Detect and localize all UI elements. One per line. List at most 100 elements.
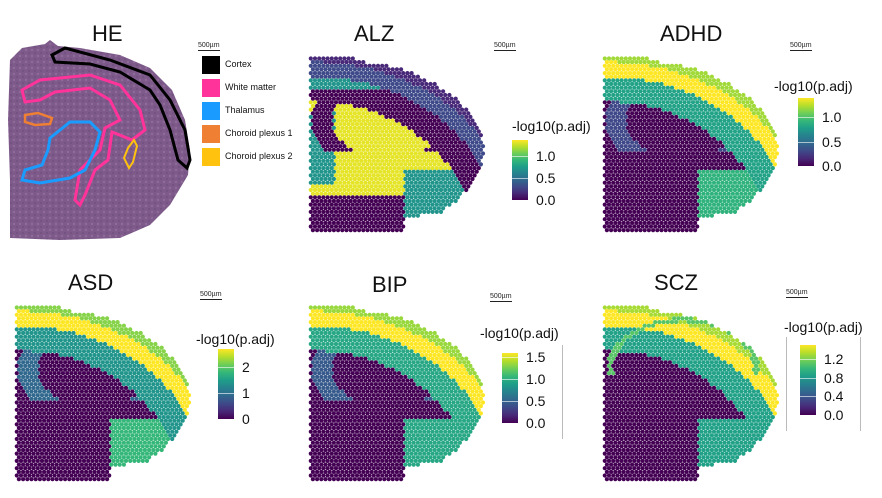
- spot: [764, 118, 769, 123]
- spot: [136, 385, 141, 390]
- spot: [697, 81, 702, 87]
- spot: [69, 378, 74, 383]
- spot: [357, 316, 362, 321]
- spot: [27, 415, 32, 420]
- spot: [659, 103, 664, 109]
- spot: [105, 367, 110, 372]
- spot: [632, 144, 637, 149]
- spot: [606, 217, 612, 222]
- spot: [69, 371, 74, 376]
- spot: [84, 469, 89, 474]
- spot: [157, 385, 162, 390]
- spot: [84, 418, 89, 423]
- spot: [390, 213, 395, 218]
- spot: [115, 341, 120, 347]
- spot: [619, 217, 624, 222]
- spot: [707, 78, 712, 83]
- spot: [359, 107, 364, 112]
- spot: [619, 122, 624, 127]
- spot: [646, 206, 651, 211]
- spot: [65, 320, 70, 325]
- spot: [674, 209, 679, 214]
- spot: [728, 195, 733, 200]
- spot: [58, 389, 64, 394]
- spot: [136, 451, 141, 456]
- spot: [29, 447, 34, 453]
- spot: [392, 173, 397, 178]
- spot: [422, 114, 427, 119]
- spot: [52, 466, 57, 471]
- spot: [457, 140, 462, 145]
- spot: [315, 111, 320, 116]
- spot: [751, 184, 756, 189]
- spot: [665, 78, 670, 83]
- spot: [331, 111, 336, 116]
- spot: [625, 140, 630, 145]
- spot: [23, 444, 28, 449]
- spot: [651, 89, 656, 94]
- spot: [369, 74, 374, 79]
- spot: [432, 162, 437, 167]
- spot: [714, 140, 719, 145]
- spot: [63, 411, 68, 416]
- spot: [96, 389, 101, 394]
- spot: [308, 187, 313, 193]
- scale-bar: 500µm: [198, 42, 220, 51]
- spot: [728, 166, 733, 171]
- spot: [35, 363, 40, 368]
- spot: [756, 140, 761, 145]
- spot: [680, 191, 685, 196]
- spot: [79, 455, 84, 460]
- spot: [648, 224, 654, 229]
- spot: [407, 111, 412, 116]
- spot: [665, 166, 670, 171]
- spot: [669, 92, 675, 98]
- spot: [123, 422, 129, 427]
- spot: [672, 133, 677, 138]
- spot: [630, 198, 635, 204]
- spot: [443, 92, 448, 98]
- spot: [333, 173, 339, 178]
- spot: [472, 173, 477, 178]
- spot: [688, 191, 693, 196]
- spot: [60, 473, 66, 478]
- spot: [646, 81, 651, 87]
- spot: [102, 341, 108, 347]
- spot: [361, 220, 366, 225]
- spot: [367, 217, 372, 222]
- spot: [745, 158, 750, 163]
- spot: [117, 345, 122, 350]
- spot: [764, 147, 769, 152]
- spot: [661, 209, 666, 214]
- spot: [46, 323, 51, 328]
- spot: [756, 155, 761, 160]
- spot: [121, 389, 126, 394]
- spot: [426, 195, 431, 200]
- spot: [684, 111, 689, 116]
- spot: [678, 166, 683, 171]
- spot: [394, 74, 399, 79]
- spot: [690, 180, 696, 185]
- spot: [680, 220, 685, 225]
- spot: [155, 374, 160, 379]
- spot: [312, 217, 318, 222]
- spot: [737, 173, 742, 178]
- spot: [161, 407, 166, 412]
- spot: [361, 169, 366, 174]
- spot: [724, 195, 729, 200]
- spot: [417, 78, 423, 83]
- spot: [732, 202, 738, 207]
- spot: [613, 206, 618, 211]
- spot: [642, 89, 647, 94]
- spot: [350, 195, 355, 200]
- spot: [325, 92, 330, 98]
- spot: [422, 100, 427, 105]
- spot: [308, 224, 313, 229]
- spot: [333, 224, 339, 229]
- spot: [71, 367, 76, 372]
- spot: [613, 191, 618, 196]
- spot: [149, 385, 154, 390]
- spot: [105, 382, 110, 387]
- spot: [319, 206, 324, 211]
- spot: [88, 411, 93, 416]
